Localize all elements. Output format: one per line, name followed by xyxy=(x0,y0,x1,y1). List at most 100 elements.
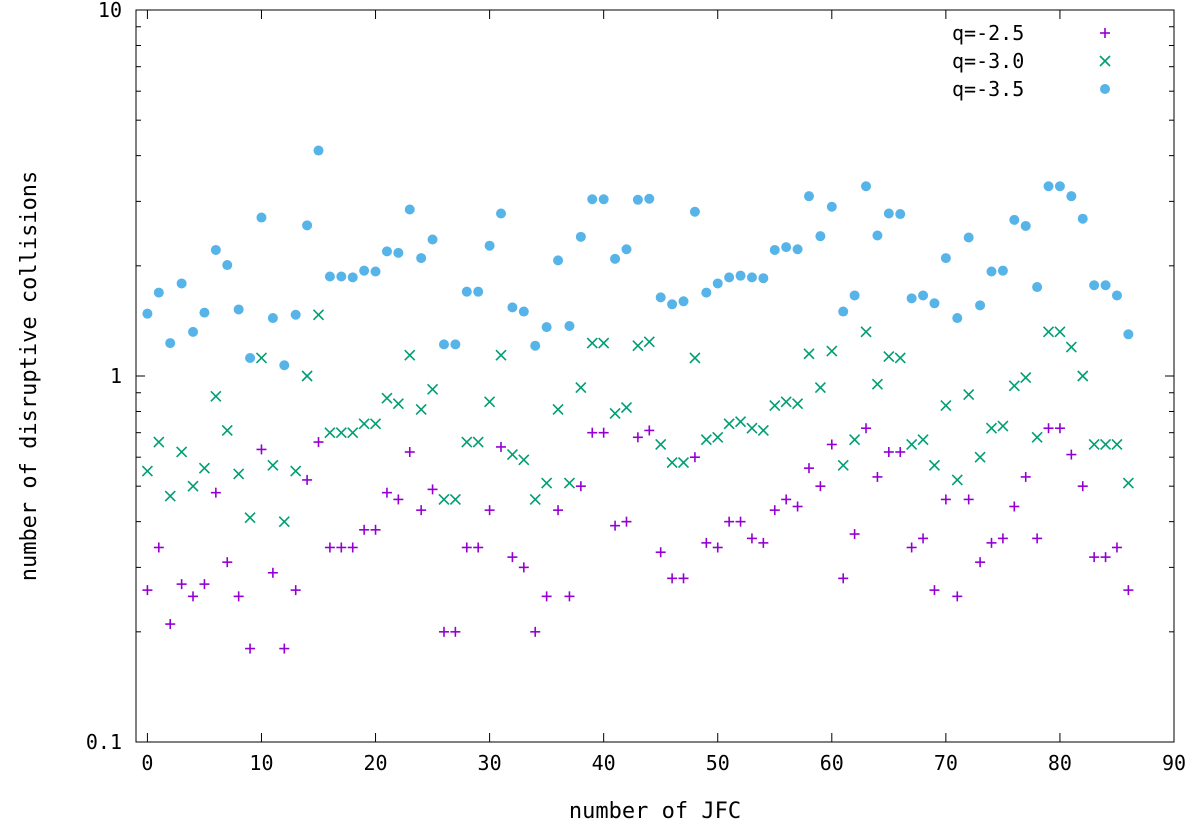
data-point xyxy=(655,292,666,303)
data-point xyxy=(164,490,176,502)
legend-marker xyxy=(1100,28,1110,38)
data-point xyxy=(667,573,678,584)
legend-marker xyxy=(1100,84,1110,94)
cross-b xyxy=(187,480,199,492)
data-point xyxy=(769,505,780,516)
data-point xyxy=(598,427,609,438)
data-point xyxy=(997,265,1008,276)
data-point xyxy=(701,537,712,548)
legend-label: q=-2.5 xyxy=(952,21,1024,45)
data-point xyxy=(997,420,1009,432)
data-point xyxy=(838,573,849,584)
data-point xyxy=(1123,585,1134,596)
cross-b xyxy=(917,434,929,446)
data-point xyxy=(188,326,199,337)
cross-b xyxy=(369,418,382,430)
series-3 xyxy=(142,145,1134,371)
cross-b xyxy=(518,454,530,466)
cross-b xyxy=(1077,370,1089,382)
data-point xyxy=(780,396,792,408)
data-point xyxy=(781,494,792,505)
data-point xyxy=(563,477,576,489)
data-point xyxy=(142,585,153,596)
data-point xyxy=(370,266,381,277)
data-point xyxy=(1100,280,1111,291)
data-point xyxy=(689,452,700,463)
data-point xyxy=(906,293,917,304)
data-point xyxy=(598,337,610,349)
data-point xyxy=(176,278,187,289)
data-point xyxy=(1099,438,1112,451)
data-point xyxy=(951,474,963,486)
data-point xyxy=(416,505,427,516)
cross-b xyxy=(1111,438,1123,451)
data-point xyxy=(792,398,804,410)
data-point xyxy=(552,403,564,416)
data-point xyxy=(221,424,233,437)
data-point xyxy=(689,206,700,217)
cross-b xyxy=(347,427,359,439)
data-point xyxy=(518,562,529,573)
cross-b xyxy=(438,493,450,505)
data-point xyxy=(279,643,290,654)
data-point xyxy=(222,557,233,568)
data-point xyxy=(746,533,757,544)
data-point xyxy=(1054,181,1065,192)
data-point xyxy=(997,533,1008,544)
data-point xyxy=(1065,341,1077,353)
x-tick-label: 10 xyxy=(249,751,273,775)
cross-b xyxy=(1020,372,1032,384)
cross-b xyxy=(575,381,587,394)
legend-marker xyxy=(1099,55,1111,67)
data-point xyxy=(1032,533,1043,544)
data-point xyxy=(586,337,598,349)
data-point xyxy=(952,313,963,324)
cross-b xyxy=(427,383,439,395)
cross-b xyxy=(1008,380,1020,392)
data-point xyxy=(1088,438,1100,451)
cross-b xyxy=(837,459,849,471)
data-point xyxy=(541,477,553,489)
cross-b xyxy=(552,403,564,416)
data-point xyxy=(245,352,256,363)
data-point xyxy=(198,462,211,474)
data-point xyxy=(895,209,906,220)
data-point xyxy=(1043,423,1054,434)
cross-b xyxy=(267,459,279,471)
data-point xyxy=(918,533,929,544)
data-point xyxy=(861,181,872,192)
data-point xyxy=(918,290,929,301)
plot-frame xyxy=(135,9,1175,743)
data-point xyxy=(142,308,153,319)
x-tick-label: 0 xyxy=(141,751,153,775)
data-point xyxy=(358,418,370,430)
cross-b xyxy=(814,381,826,394)
data-point xyxy=(1020,471,1031,482)
data-point xyxy=(621,244,632,255)
cross-b xyxy=(985,422,998,434)
data-point xyxy=(530,626,541,637)
cross-b xyxy=(324,427,336,439)
cross-b xyxy=(940,400,952,412)
data-point xyxy=(416,253,427,264)
data-point xyxy=(324,542,335,553)
cross-b xyxy=(780,396,792,408)
series-1 xyxy=(142,423,1134,654)
data-point xyxy=(1111,542,1122,553)
data-point xyxy=(929,298,940,309)
data-point xyxy=(803,191,814,202)
data-point xyxy=(1066,191,1077,202)
cross-b xyxy=(415,403,427,416)
data-point xyxy=(210,487,221,498)
data-point xyxy=(553,255,564,266)
data-point xyxy=(496,208,507,219)
data-point xyxy=(153,542,164,553)
data-point xyxy=(553,505,564,516)
data-point xyxy=(335,427,347,439)
cross-b xyxy=(449,493,461,505)
data-point xyxy=(940,494,951,505)
data-point xyxy=(610,520,621,531)
data-point xyxy=(906,438,918,451)
data-point xyxy=(290,309,301,320)
data-point xyxy=(165,338,176,349)
